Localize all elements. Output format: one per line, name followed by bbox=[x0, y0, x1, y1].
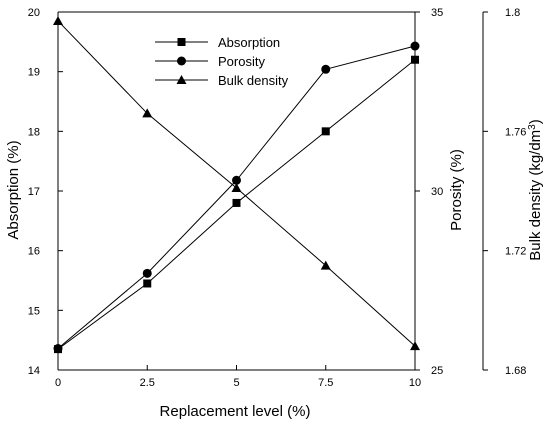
porosity-point bbox=[410, 41, 420, 51]
legend-item-bulk-density: Bulk density bbox=[155, 73, 289, 88]
legend: Absorption Porosity Bulk density bbox=[155, 35, 289, 88]
x-tick-label: 0 bbox=[55, 377, 61, 389]
bulk-density-tick-label: 1.72 bbox=[505, 246, 526, 258]
legend-marker bbox=[176, 75, 187, 84]
absorption-point bbox=[411, 55, 419, 64]
absorption-point bbox=[143, 279, 152, 288]
x-axis-title: Replacement level (%) bbox=[160, 403, 311, 420]
x-tick-label: 10 bbox=[409, 377, 421, 389]
left-tick-label: 15 bbox=[28, 305, 40, 317]
left-axis-title: Absorption (%) bbox=[5, 140, 22, 239]
series-porosity bbox=[53, 41, 420, 354]
absorption-point bbox=[321, 127, 330, 136]
x-tick-label: 5 bbox=[233, 377, 239, 389]
legend-marker bbox=[177, 56, 186, 66]
bulk-density-point bbox=[410, 341, 420, 351]
series-bulk-density bbox=[53, 15, 420, 351]
porosity-point bbox=[321, 64, 331, 74]
series-absorption bbox=[54, 55, 419, 354]
left-tick-label: 17 bbox=[28, 186, 40, 198]
porosity-tick-label: 35 bbox=[431, 7, 443, 19]
axes-layer: 0 2.5 5 7.5 10 14 15 16 17 18 19 20 25 30 35 1.68 1.72 1.… bbox=[28, 7, 527, 389]
porosity-point bbox=[142, 268, 152, 278]
bulk-density-axis-title-end: ) bbox=[527, 119, 544, 124]
bulk-density-point bbox=[320, 260, 331, 270]
left-tick-label: 19 bbox=[28, 67, 40, 79]
bulk-density-axis-title-sup: 3 bbox=[527, 124, 538, 130]
bulk-density-point bbox=[142, 108, 153, 118]
series-layer bbox=[53, 15, 420, 354]
left-tick-label: 16 bbox=[28, 246, 40, 258]
porosity-line bbox=[57, 45, 416, 349]
left-tick-label: 14 bbox=[28, 365, 40, 377]
legend-label: Bulk density bbox=[218, 73, 289, 88]
bulk-density-point bbox=[231, 183, 242, 193]
x-tick-label: 7.5 bbox=[318, 377, 333, 389]
legend-item-porosity: Porosity bbox=[155, 54, 265, 69]
left-tick-label: 20 bbox=[28, 7, 40, 19]
porosity-point bbox=[232, 175, 241, 185]
legend-item-absorption: Absorption bbox=[155, 35, 280, 50]
bulk-density-point bbox=[53, 15, 63, 25]
bulk-density-axis-title-main: Bulk density (kg/dm bbox=[527, 130, 544, 261]
legend-marker bbox=[177, 38, 186, 46]
x-tick-label: 2.5 bbox=[140, 377, 155, 389]
porosity-point bbox=[53, 344, 63, 354]
legend-label: Porosity bbox=[218, 54, 265, 69]
porosity-tick-label: 30 bbox=[431, 186, 443, 198]
legend-label: Absorption bbox=[218, 35, 280, 50]
porosity-axis-title: Porosity (%) bbox=[448, 149, 465, 231]
bulk-density-tick-label: 1.8 bbox=[505, 7, 520, 19]
bulk-density-tick-label: 1.68 bbox=[505, 365, 526, 377]
porosity-tick-label: 25 bbox=[431, 365, 443, 377]
left-tick-label: 18 bbox=[28, 126, 40, 138]
bulk-density-axis-title: Bulk density (kg/dm3) bbox=[527, 119, 545, 260]
bulk-density-tick-label: 1.76 bbox=[505, 126, 526, 138]
absorption-point bbox=[232, 198, 241, 207]
